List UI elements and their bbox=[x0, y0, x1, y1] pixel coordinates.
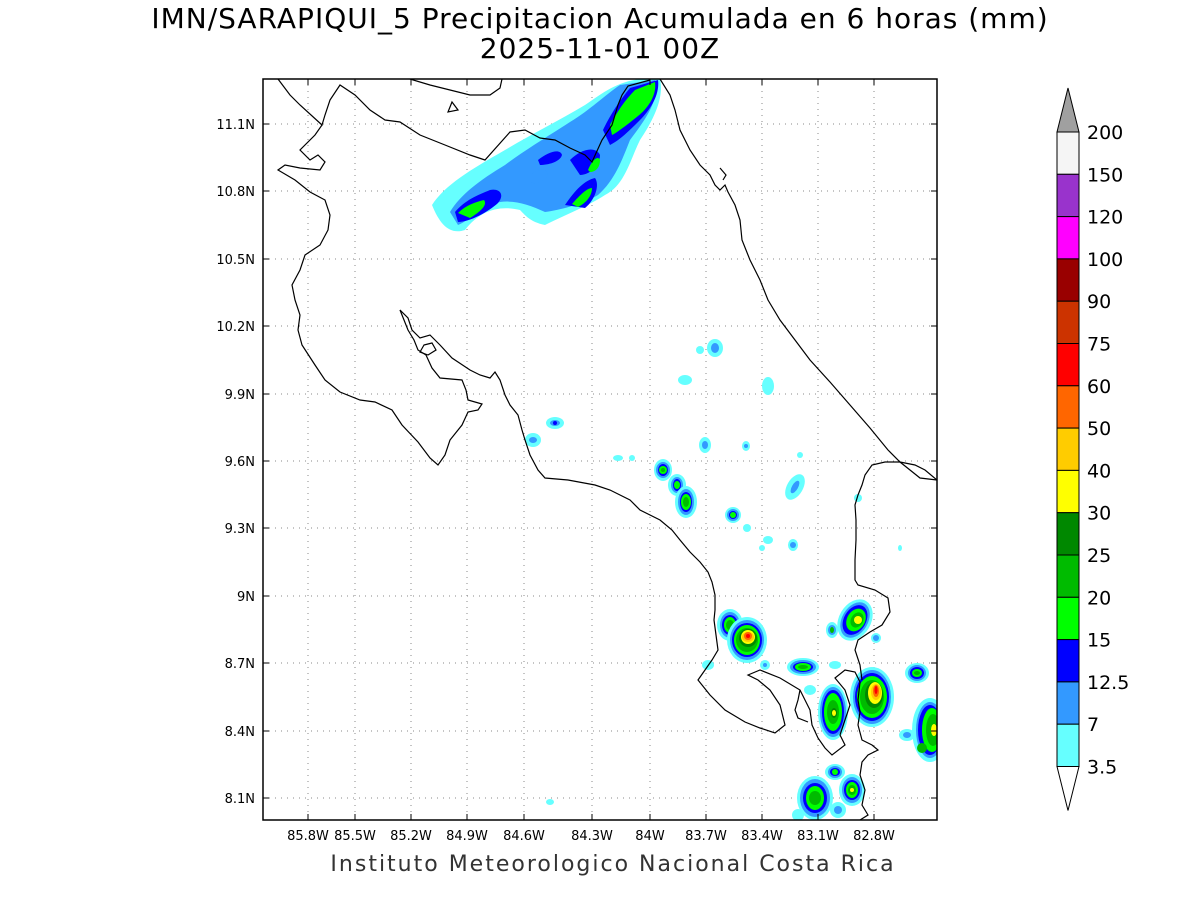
legend-arrow-top bbox=[1056, 87, 1080, 133]
map-valid-time: 2025-11-01 00Z bbox=[479, 32, 721, 65]
legend-swatch bbox=[1056, 723, 1080, 768]
precip-area-15 bbox=[458, 200, 486, 218]
legend-label: 7 bbox=[1087, 714, 1099, 736]
precip-area-15 bbox=[588, 158, 600, 172]
precip-area-12-5 bbox=[538, 151, 562, 165]
legend-label: 200 bbox=[1087, 122, 1123, 144]
lon-tick-label: 84.3W bbox=[571, 829, 613, 844]
precip-area-12-5 bbox=[565, 178, 597, 208]
legend-swatch bbox=[1056, 385, 1080, 429]
precipitation-field bbox=[432, 79, 937, 820]
color-legend: 200 150 120 100 90 75 60 50 40 30 25 20 15 12.5 7 3.5 bbox=[1056, 87, 1129, 811]
lon-tick-label: 84.9W bbox=[446, 829, 488, 844]
lon-tick-label: 84.6W bbox=[503, 829, 545, 844]
legend-label: 12.5 bbox=[1087, 672, 1129, 694]
lon-tick-label: 83.4W bbox=[741, 829, 783, 844]
legend-label: 20 bbox=[1087, 587, 1111, 609]
lat-tick-label: 9N bbox=[237, 590, 255, 605]
lat-tick-label: 8.4N bbox=[225, 725, 255, 740]
legend-swatch bbox=[1056, 427, 1080, 471]
legend-label: 25 bbox=[1087, 545, 1111, 567]
legend-label: 75 bbox=[1087, 334, 1111, 356]
lat-tick-label: 11.1N bbox=[216, 118, 255, 133]
precip-area-15 bbox=[610, 82, 656, 135]
legend-label: 100 bbox=[1087, 249, 1123, 271]
legend-swatch bbox=[1056, 216, 1080, 260]
legend-label: 30 bbox=[1087, 503, 1111, 525]
legend-label: 3.5 bbox=[1087, 757, 1117, 779]
lon-tick-label: 85.2W bbox=[390, 829, 432, 844]
lat-tick-label: 10.8N bbox=[216, 185, 255, 200]
legend-label: 90 bbox=[1087, 291, 1111, 313]
lat-tick-label: 8.7N bbox=[225, 657, 255, 672]
lat-tick-label: 8.1N bbox=[225, 792, 255, 807]
precip-area-7 bbox=[530, 169, 548, 184]
lon-tick-label: 83.7W bbox=[685, 829, 727, 844]
legend-swatch bbox=[1056, 512, 1080, 556]
precip-cluster-south bbox=[546, 599, 937, 820]
lon-tick-label: 85.5W bbox=[334, 829, 376, 844]
legend-label: 60 bbox=[1087, 376, 1111, 398]
precip-cluster-north bbox=[432, 79, 661, 232]
legend-label: 120 bbox=[1087, 207, 1123, 229]
legend-swatch bbox=[1056, 300, 1080, 345]
precip-area-15 bbox=[572, 188, 592, 207]
legend-label: 150 bbox=[1087, 164, 1123, 186]
precip-cluster-central bbox=[525, 339, 902, 551]
axis-ticks: 85.8W 85.5W 85.2W 84.9W 84.6W 84.3W 84W 83.7W 83… bbox=[216, 79, 937, 844]
map-plot-area: 85.8W 85.5W 85.2W 84.9W 84.6W 84.3W 84W 83.7W 83… bbox=[216, 78, 938, 844]
lon-tick-label: 85.8W bbox=[287, 829, 329, 844]
institution-credit: Instituto Meteorologico Nacional Costa R… bbox=[330, 852, 896, 877]
lon-tick-label: 82.8W bbox=[853, 829, 895, 844]
legend-swatch bbox=[1056, 173, 1080, 218]
legend-swatch bbox=[1056, 343, 1080, 387]
coastline-and-borders bbox=[276, 79, 937, 820]
lat-tick-label: 10.2N bbox=[216, 320, 255, 335]
lat-tick-label: 9.6N bbox=[225, 455, 255, 470]
legend-swatch bbox=[1056, 681, 1080, 725]
legend-swatch bbox=[1056, 554, 1080, 598]
lat-tick-label: 10.5N bbox=[216, 253, 255, 268]
lat-tick-label: 9.3N bbox=[225, 522, 255, 537]
legend-swatch bbox=[1056, 596, 1080, 641]
legend-swatch bbox=[1056, 258, 1080, 302]
lon-tick-label: 83.1W bbox=[797, 829, 839, 844]
lon-tick-label: 84W bbox=[635, 829, 665, 844]
legend-swatch bbox=[1056, 639, 1080, 683]
legend-arrow-bottom bbox=[1056, 766, 1080, 811]
legend-swatch bbox=[1056, 469, 1080, 514]
legend-label: 50 bbox=[1087, 418, 1111, 440]
legend-label: 15 bbox=[1087, 630, 1111, 652]
legend-label: 40 bbox=[1087, 460, 1111, 482]
map-title: IMN/SARAPIQUI_5 Precipitacion Acumulada … bbox=[151, 2, 1049, 35]
lat-tick-label: 9.9N bbox=[225, 388, 255, 403]
legend-swatch bbox=[1056, 131, 1080, 175]
